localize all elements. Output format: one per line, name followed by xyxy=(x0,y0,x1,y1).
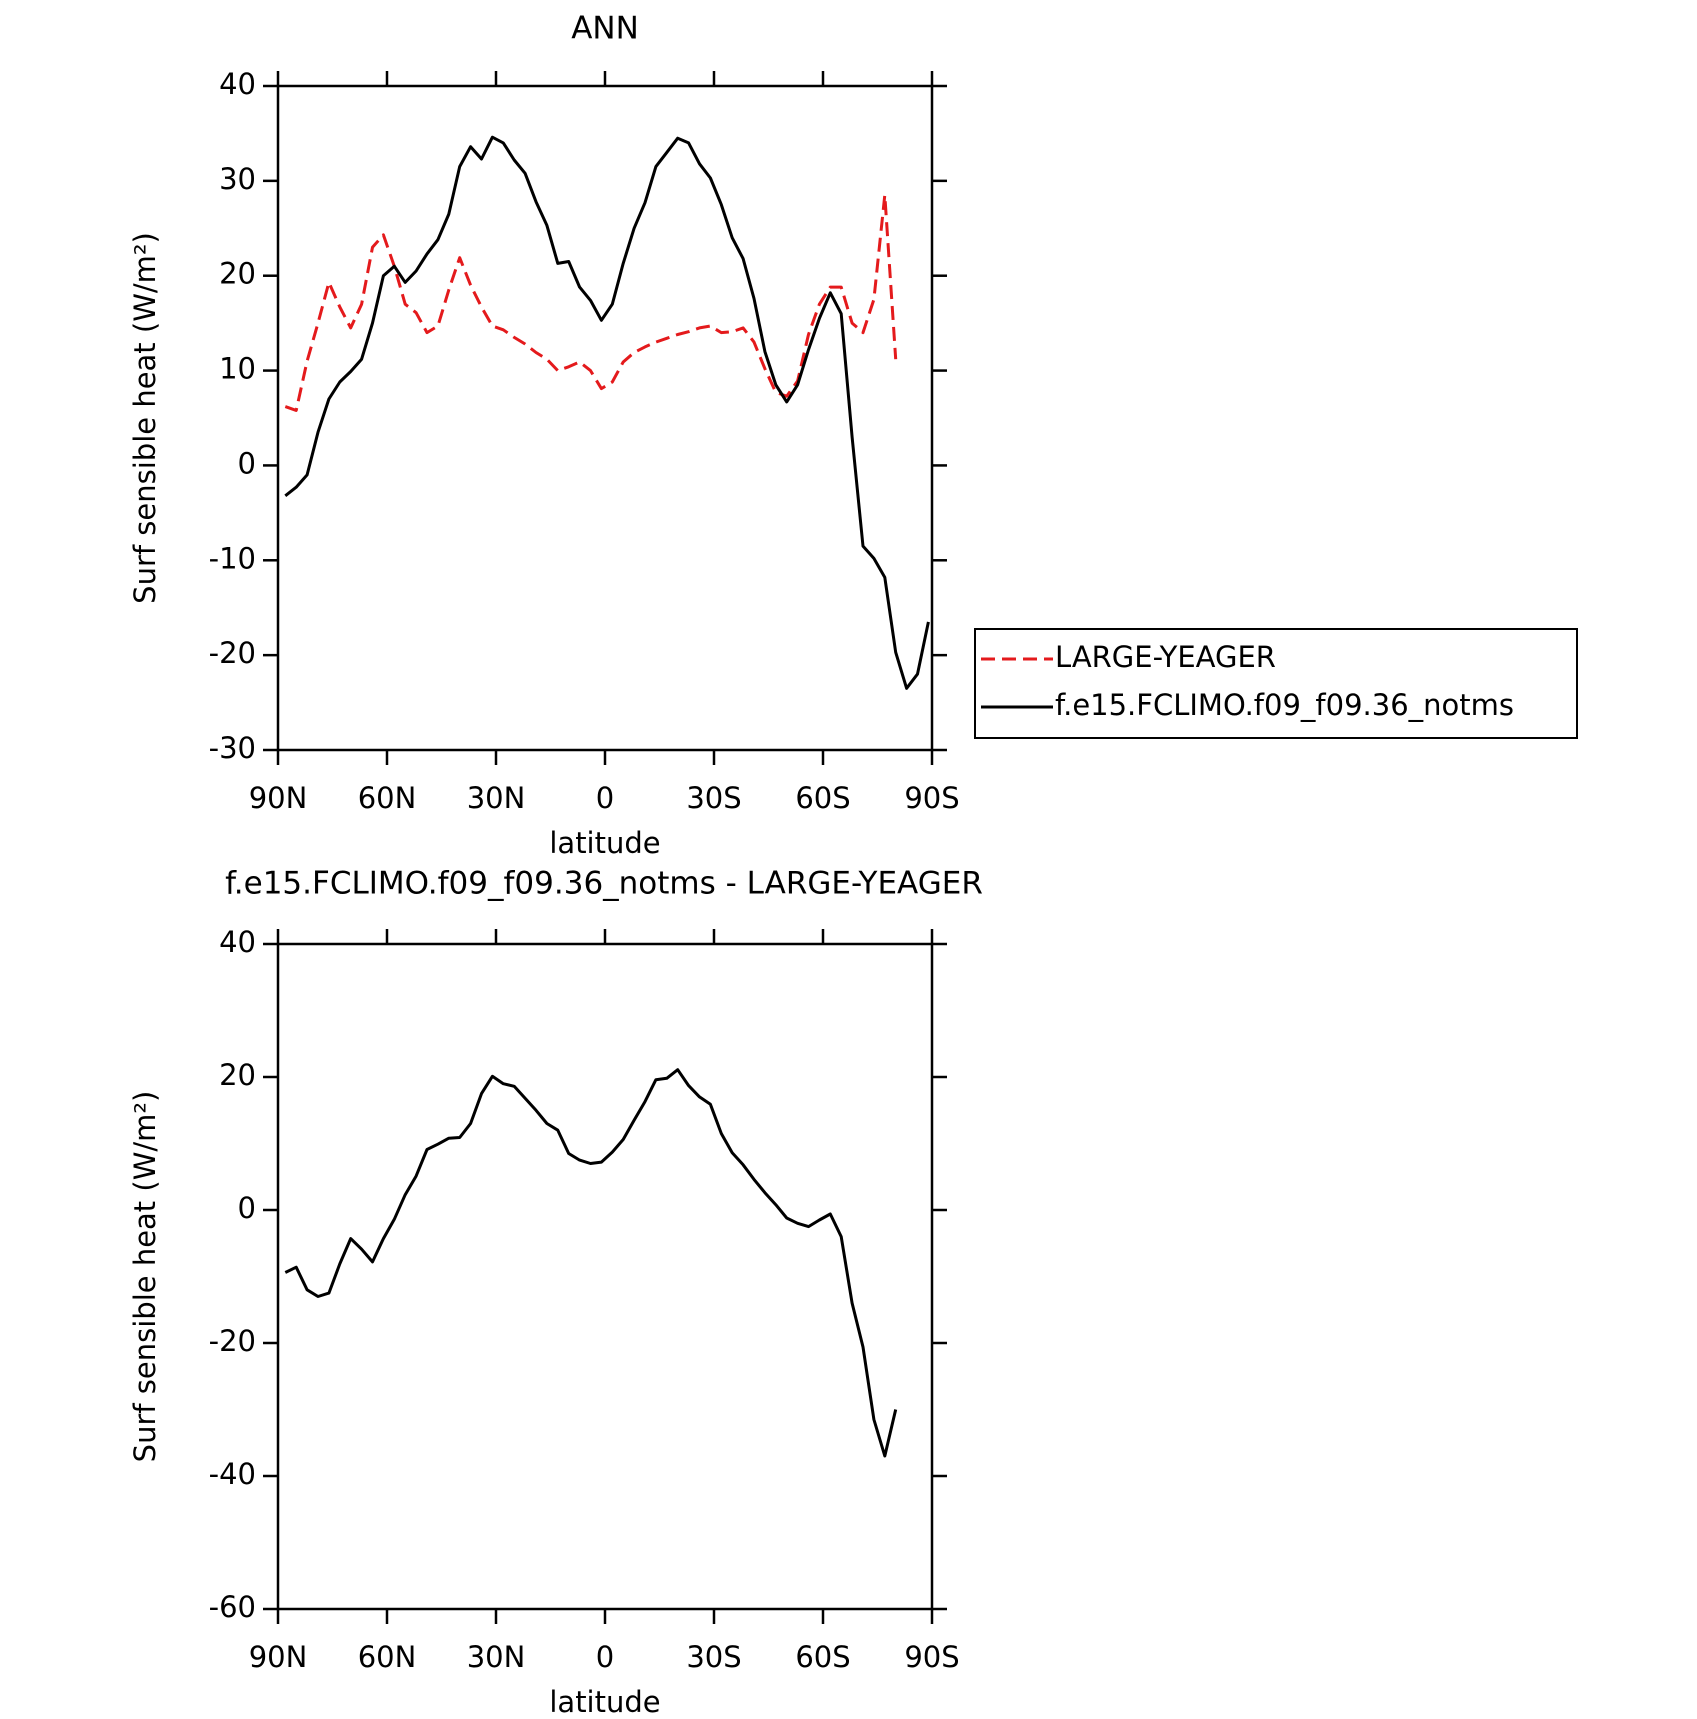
x-tick-label: 60S xyxy=(795,781,850,815)
y-tick-label: 0 xyxy=(238,446,256,480)
y-tick-label: 30 xyxy=(219,162,256,196)
y-tick-label: -20 xyxy=(209,636,256,670)
x-tick-label: 30N xyxy=(467,1640,526,1674)
x-axis-label: latitude xyxy=(549,1685,660,1719)
data-line xyxy=(284,135,930,690)
legend-frame xyxy=(974,628,1578,739)
y-tick-label: 0 xyxy=(238,1191,256,1225)
plot: f.e15.FCLIMO.f09_f09.36_notms - LARGE-YE… xyxy=(128,866,983,1719)
y-tick-label: 10 xyxy=(219,352,256,386)
chart-title: ANN xyxy=(571,11,639,47)
plot: ANN -30 -20 -10 0 10 20 30 40 90N 60N 30N 0 30S 60S 90S… xyxy=(128,11,1578,860)
x-tick-label: 60S xyxy=(795,1640,850,1674)
y-axis-label: Surf sensible heat (W/m²) xyxy=(128,232,162,604)
y-tick-label: 20 xyxy=(219,1058,256,1092)
x-tick-label: 60N xyxy=(358,1640,417,1674)
y-tick-label: -20 xyxy=(209,1324,256,1358)
y-tick-label: 40 xyxy=(219,67,256,101)
legend-label: LARGE-YEAGER xyxy=(1055,640,1276,674)
data-line xyxy=(284,1068,898,1458)
data-line xyxy=(284,193,898,412)
plot-frame xyxy=(276,942,934,1611)
legend-label: f.e15.FCLIMO.f09_f09.36_notms xyxy=(1055,688,1514,722)
x-tick-label: 90N xyxy=(249,781,308,815)
x-tick-label: 30N xyxy=(467,781,526,815)
y-tick-label: -60 xyxy=(209,1590,256,1624)
x-axis-label: latitude xyxy=(549,826,660,860)
y-tick-label: 20 xyxy=(219,257,256,291)
y-tick-label: 40 xyxy=(219,925,256,959)
x-tick-label: 0 xyxy=(596,1640,614,1674)
x-tick-label: 90S xyxy=(904,1640,959,1674)
x-tick-label: 0 xyxy=(596,781,614,815)
y-tick-label: -30 xyxy=(209,731,256,765)
chart-title: f.e15.FCLIMO.f09_f09.36_notms - LARGE-YE… xyxy=(225,866,983,902)
x-tick-label: 90S xyxy=(904,781,959,815)
y-axis-label: Surf sensible heat (W/m²) xyxy=(128,1091,162,1463)
x-tick-label: 60N xyxy=(358,781,417,815)
x-tick-label: 30S xyxy=(686,781,741,815)
plot-frame xyxy=(276,84,934,752)
y-tick-label: -10 xyxy=(209,541,256,575)
x-tick-label: 90N xyxy=(249,1640,308,1674)
x-tick-label: 30S xyxy=(686,1640,741,1674)
y-tick-label: -40 xyxy=(209,1457,256,1491)
